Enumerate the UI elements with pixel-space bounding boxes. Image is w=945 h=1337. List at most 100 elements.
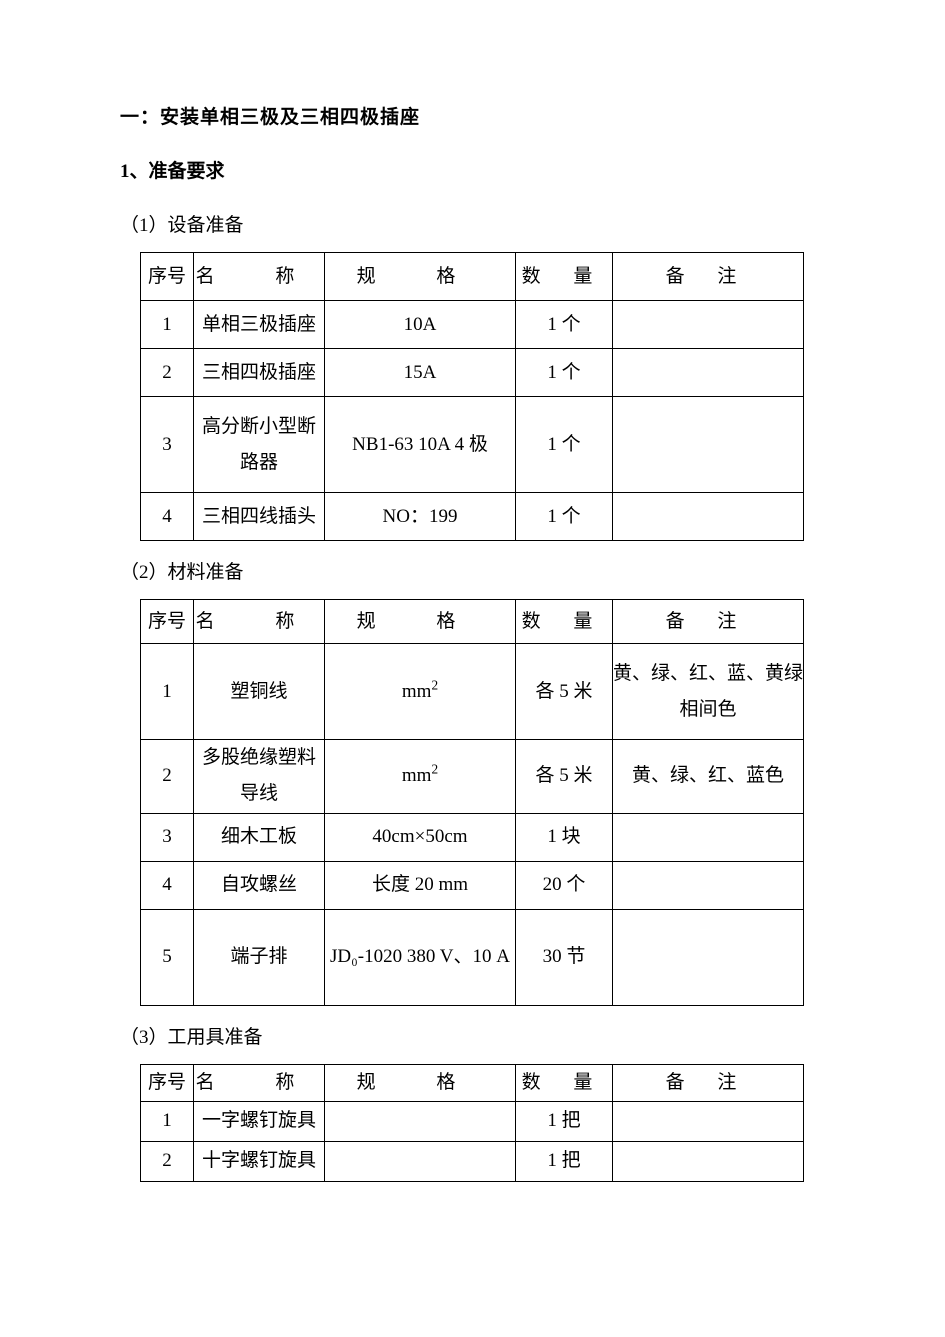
table-row: 1 单相三极插座 10A 1 个: [141, 301, 804, 349]
cell-qty: 1 块: [516, 813, 613, 861]
cell-spec: mm2: [325, 644, 516, 740]
cell-note: [613, 861, 804, 909]
col-seq: 序号: [141, 1064, 194, 1101]
cell-seq: 1: [141, 644, 194, 740]
cell-note: 黄、绿、红、蓝、黄绿相间色: [613, 644, 804, 740]
cell-qty: 1 个: [516, 397, 613, 493]
table-row: 5 端子排 JD₀-1020 380 V、10 A 30 节: [141, 909, 804, 1005]
tools-table: 序号 名 称 规 格 数 量 备 注 1 一字螺钉旋具 1 把 2 十字螺钉旋具…: [140, 1064, 804, 1182]
page-title: 一：安装单相三极及三相四极插座: [120, 100, 825, 136]
cell-seq: 2: [141, 349, 194, 397]
cell-spec: [325, 1101, 516, 1141]
cell-name: 一字螺钉旋具: [194, 1101, 325, 1141]
table-header-row: 序号 名 称 规 格 数 量 备 注: [141, 253, 804, 301]
table-row: 2 十字螺钉旋具 1 把: [141, 1141, 804, 1181]
cell-name: 三相四极插座: [194, 349, 325, 397]
col-spec: 规 格: [325, 253, 516, 301]
cell-note: [613, 397, 804, 493]
table-row: 3 高分断小型断路器 NB1-63 10A 4 极 1 个: [141, 397, 804, 493]
col-seq: 序号: [141, 253, 194, 301]
cell-name: 细木工板: [194, 813, 325, 861]
header-note-text: 备 注: [666, 611, 751, 632]
material-table: 序号 名 称 规 格 数 量 备 注 1 塑铜线 mm2 各 5 米 黄、绿、红…: [140, 599, 804, 1005]
cell-spec: 10A: [325, 301, 516, 349]
table-row: 1 一字螺钉旋具 1 把: [141, 1101, 804, 1141]
cell-spec: mm2: [325, 740, 516, 813]
table-row: 1 塑铜线 mm2 各 5 米 黄、绿、红、蓝、黄绿相间色: [141, 644, 804, 740]
table-row: 4 三相四线插头 NO：199 1 个: [141, 493, 804, 541]
cell-note: [613, 1101, 804, 1141]
cell-qty: 30 节: [516, 909, 613, 1005]
cell-spec: NB1-63 10A 4 极: [325, 397, 516, 493]
sub-1-title: （1）设备准备: [120, 208, 825, 244]
cell-qty: 20 个: [516, 861, 613, 909]
table-header-row: 序号 名 称 规 格 数 量 备 注: [141, 600, 804, 644]
cell-spec: 长度 20 mm: [325, 861, 516, 909]
cell-qty: 1 个: [516, 493, 613, 541]
col-name: 名 称: [194, 1064, 325, 1101]
cell-note: [613, 493, 804, 541]
cell-spec: JD₀-1020 380 V、10 A: [325, 909, 516, 1005]
table-row: 2 三相四极插座 15A 1 个: [141, 349, 804, 397]
col-seq: 序号: [141, 600, 194, 644]
col-note: 备 注: [613, 253, 804, 301]
header-qty-text: 数 量: [522, 266, 607, 287]
cell-note: [613, 1141, 804, 1181]
document-page: 一：安装单相三极及三相四极插座 1、准备要求 （1）设备准备 序号 名 称 规 …: [0, 0, 945, 1337]
cell-spec: NO：199: [325, 493, 516, 541]
cell-note: [613, 813, 804, 861]
header-note-text: 备 注: [666, 1072, 751, 1093]
header-name-text: 名 称: [196, 1072, 323, 1093]
header-qty-text: 数 量: [522, 1072, 607, 1093]
cell-seq: 1: [141, 1101, 194, 1141]
col-qty: 数 量: [516, 253, 613, 301]
equipment-table: 序号 名 称 规 格 数 量 备 注 1 单相三极插座 10A 1 个 2 三相…: [140, 252, 804, 541]
cell-seq: 3: [141, 813, 194, 861]
header-spec-text: 规 格: [357, 1072, 484, 1093]
cell-name: 十字螺钉旋具: [194, 1141, 325, 1181]
table-row: 3 细木工板 40cm×50cm 1 块: [141, 813, 804, 861]
cell-name: 塑铜线: [194, 644, 325, 740]
header-name-text: 名 称: [196, 611, 323, 632]
cell-qty: 1 把: [516, 1141, 613, 1181]
table-row: 4 自攻螺丝 长度 20 mm 20 个: [141, 861, 804, 909]
cell-name: 单相三极插座: [194, 301, 325, 349]
cell-note: 黄、绿、红、蓝色: [613, 740, 804, 813]
table-header-row: 序号 名 称 规 格 数 量 备 注: [141, 1064, 804, 1101]
cell-qty: 1 个: [516, 301, 613, 349]
cell-name: 自攻螺丝: [194, 861, 325, 909]
col-name: 名 称: [194, 253, 325, 301]
cell-seq: 4: [141, 493, 194, 541]
cell-seq: 5: [141, 909, 194, 1005]
cell-note: [613, 909, 804, 1005]
cell-name: 三相四线插头: [194, 493, 325, 541]
cell-spec: 40cm×50cm: [325, 813, 516, 861]
col-note: 备 注: [613, 600, 804, 644]
header-spec-text: 规 格: [357, 611, 484, 632]
col-note: 备 注: [613, 1064, 804, 1101]
cell-qty: 各 5 米: [516, 740, 613, 813]
cell-note: [613, 349, 804, 397]
header-note-text: 备 注: [666, 266, 751, 287]
col-spec: 规 格: [325, 600, 516, 644]
col-qty: 数 量: [516, 600, 613, 644]
cell-qty: 1 把: [516, 1101, 613, 1141]
cell-name: 多股绝缘塑料导线: [194, 740, 325, 813]
sub-2-title: （2）材料准备: [120, 555, 825, 591]
cell-qty: 各 5 米: [516, 644, 613, 740]
cell-seq: 2: [141, 740, 194, 813]
cell-seq: 4: [141, 861, 194, 909]
col-qty: 数 量: [516, 1064, 613, 1101]
cell-seq: 2: [141, 1141, 194, 1181]
cell-seq: 3: [141, 397, 194, 493]
header-qty-text: 数 量: [522, 611, 607, 632]
cell-spec: [325, 1141, 516, 1181]
cell-name: 端子排: [194, 909, 325, 1005]
section-1-title: 1、准备要求: [120, 154, 825, 190]
cell-spec: 15A: [325, 349, 516, 397]
sub-3-title: （3）工用具准备: [120, 1020, 825, 1056]
cell-seq: 1: [141, 301, 194, 349]
cell-note: [613, 301, 804, 349]
col-spec: 规 格: [325, 1064, 516, 1101]
col-name: 名 称: [194, 600, 325, 644]
